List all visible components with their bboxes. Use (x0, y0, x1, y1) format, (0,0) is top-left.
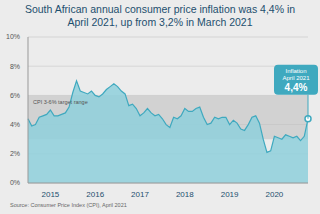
svg-text:2020: 2020 (266, 190, 284, 199)
html-text:South African annual consumer: South African annual consumer price infl… (24, 3, 296, 28)
svg-text:2019: 2019 (221, 190, 239, 199)
svg-text:6%: 6% (10, 92, 20, 99)
svg-text:2018: 2018 (176, 190, 194, 199)
svg-text:10%: 10% (8, 33, 20, 40)
svg-text:0%: 0% (10, 179, 20, 186)
svg-text:8%: 8% (10, 63, 20, 70)
svg-text:2015: 2015 (42, 190, 60, 199)
svg-text:2%: 2% (10, 150, 20, 157)
svg-text:Inflation: Inflation (285, 68, 306, 74)
svg-text:2016: 2016 (86, 190, 104, 199)
svg-text:4%: 4% (10, 121, 20, 128)
html-text:Source: Consumer Price Index (: Source: Consumer Price Index (CPI), Apri… (10, 202, 127, 208)
svg-text:April 2021: April 2021 (282, 75, 310, 81)
svg-text:4,4%: 4,4% (285, 82, 308, 93)
svg-text:CPI 3-6% target range: CPI 3-6% target range (33, 99, 88, 105)
svg-text:2017: 2017 (131, 190, 149, 199)
